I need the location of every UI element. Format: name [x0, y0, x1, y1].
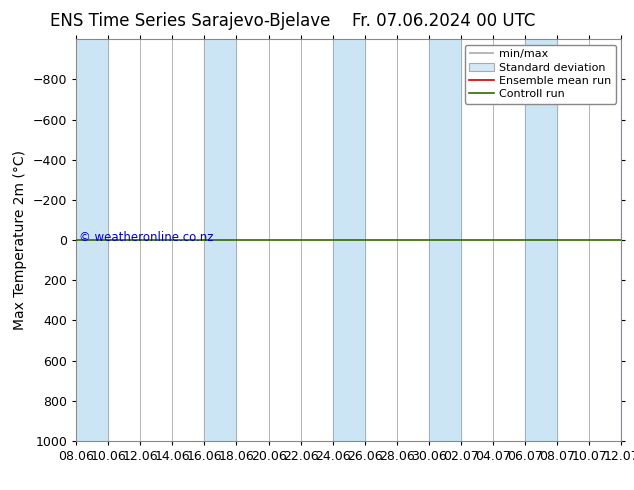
Legend: min/max, Standard deviation, Ensemble mean run, Controll run: min/max, Standard deviation, Ensemble me…	[465, 45, 616, 104]
Bar	[429, 39, 461, 441]
Bar	[333, 39, 365, 441]
Bar	[525, 39, 557, 441]
Y-axis label: Max Temperature 2m (°C): Max Temperature 2m (°C)	[13, 150, 27, 330]
Text: Fr. 07.06.2024 00 UTC: Fr. 07.06.2024 00 UTC	[352, 12, 536, 30]
Text: © weatheronline.co.nz: © weatheronline.co.nz	[79, 231, 213, 244]
Text: ENS Time Series Sarajevo-Bjelave: ENS Time Series Sarajevo-Bjelave	[50, 12, 330, 30]
Bar	[76, 39, 108, 441]
Bar	[204, 39, 236, 441]
Bar	[621, 39, 634, 441]
